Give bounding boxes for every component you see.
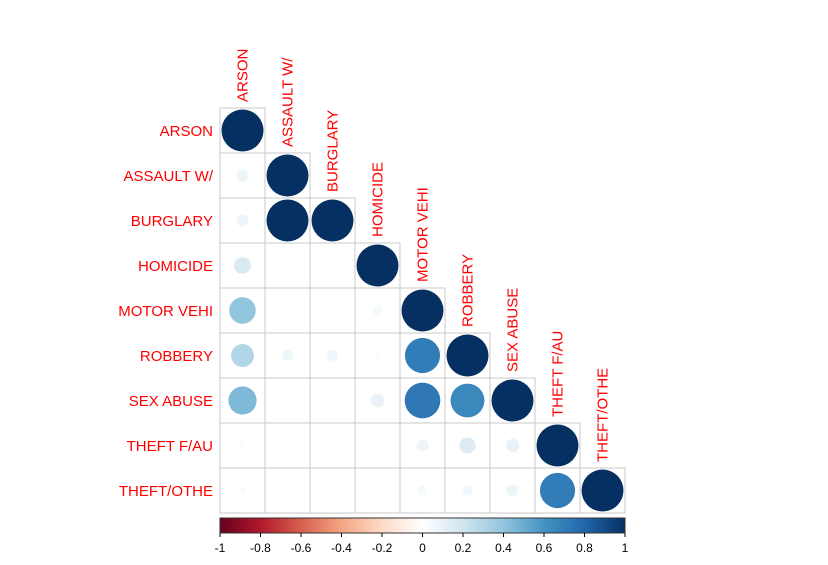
row-label: MOTOR VEHI [118,303,213,320]
corr-circle-7-7 [536,424,579,467]
column-label: BURGLARY [325,110,342,192]
corr-circle-8-0 [238,486,247,495]
corr-circle-0-0 [221,109,264,152]
corr-circle-3-3 [356,244,399,287]
colorbar-tick-label: 0.2 [455,541,472,555]
grid-cell [354,422,401,469]
color-legend: -1 -0.8 -0.6 -0.4 -0.2 0 0.2 0.4 0.6 0.8 1 [215,517,629,555]
corr-circle-4-4 [401,289,444,332]
grid-cell [309,467,356,514]
corr-circle-1-0 [236,169,249,182]
corr-circle-4-0 [229,297,256,324]
corr-circle-6-2 [330,398,335,403]
colorbar-tick-label: -0.4 [331,541,352,555]
grid-cell [354,287,401,334]
corr-circle-2-2 [311,199,354,242]
corr-circle-4-3 [372,305,383,316]
corr-circle-6-3 [370,393,385,408]
grid-cell [264,422,311,469]
corr-circle-7-5 [459,437,476,454]
row-label: ARSON [160,123,213,140]
column-label: THEFT F/AU [550,331,567,417]
correlation-circles [221,109,624,512]
column-label: SEX ABUSE [505,288,522,372]
colorbar-tick-label: -0.2 [372,541,393,555]
column-label: ARSON [235,49,252,102]
corr-circle-7-0 [239,442,246,449]
row-label: ROBBERY [140,348,213,365]
colorbar-tick-label: 0.4 [495,541,512,555]
colorbar-tick-label: -1 [215,541,226,555]
grid-cell [309,242,356,289]
corr-circle-5-3 [374,352,381,359]
row-label: ASSAULT W/ [124,168,214,185]
column-label: MOTOR VEHI [415,187,432,282]
grid-cell [264,467,311,514]
corr-circle-2-0 [236,214,249,227]
column-labels: ARSON ASSAULT W/BURGLARY HOMICIDE MOTOR VEH… [235,49,612,462]
corr-circle-6-6 [491,379,534,422]
grid-cell [309,287,356,334]
corr-circle-5-2 [326,349,339,362]
corr-circle-5-4 [404,337,441,374]
colorbar [219,517,626,534]
corr-circle-6-0 [228,386,257,415]
colorbar-tick-label: 0.6 [536,541,553,555]
column-label: ROBBERY [460,254,477,327]
corr-circle-3-0 [234,257,251,274]
corr-circle-2-1 [266,199,309,242]
corr-circle-6-5 [450,383,485,418]
corr-circle-8-5 [462,485,473,496]
row-labels: ARSON ASSAULT W/BURGLARY HOMICIDE MOTOR VEH… [118,123,214,500]
row-label: THEFT F/AU [127,438,213,455]
grid-cell [264,287,311,334]
corr-circle-7-6 [505,438,520,453]
grid-cell [354,467,401,514]
corr-circle-7-4 [416,439,429,452]
corr-circle-8-8 [581,469,624,512]
corr-circle-1-1 [266,154,309,197]
grid-cell [219,377,266,424]
column-label: ASSAULT W/ [280,57,297,147]
colorbar-tick-label: 1 [622,541,629,555]
corr-circle-5-1 [281,349,294,362]
corr-circle-6-1 [285,398,290,403]
grid-cell [309,422,356,469]
row-label: SEX ABUSE [129,393,213,410]
colorbar-tick-label: -0.6 [291,541,312,555]
corr-circle-8-7 [539,472,576,509]
grid-cell [264,242,311,289]
corr-circle-8-6 [506,484,519,497]
corr-circle-5-5 [446,334,489,377]
corr-circle-6-4 [404,382,441,419]
column-label: HOMICIDE [370,162,387,237]
corr-circle-5-0 [231,344,254,367]
row-label: THEFT/OTHE [119,483,213,500]
row-label: BURGLARY [131,213,213,230]
colorbar-tick-label: -0.8 [250,541,271,555]
column-label: THEFT/OTHE [595,368,612,462]
colorbar-tick-label: 0.8 [576,541,593,555]
grid-cell [399,467,446,514]
row-label: HOMICIDE [138,258,213,275]
corr-circle-8-4 [417,485,428,496]
colorbar-tick-label: 0 [419,541,426,555]
